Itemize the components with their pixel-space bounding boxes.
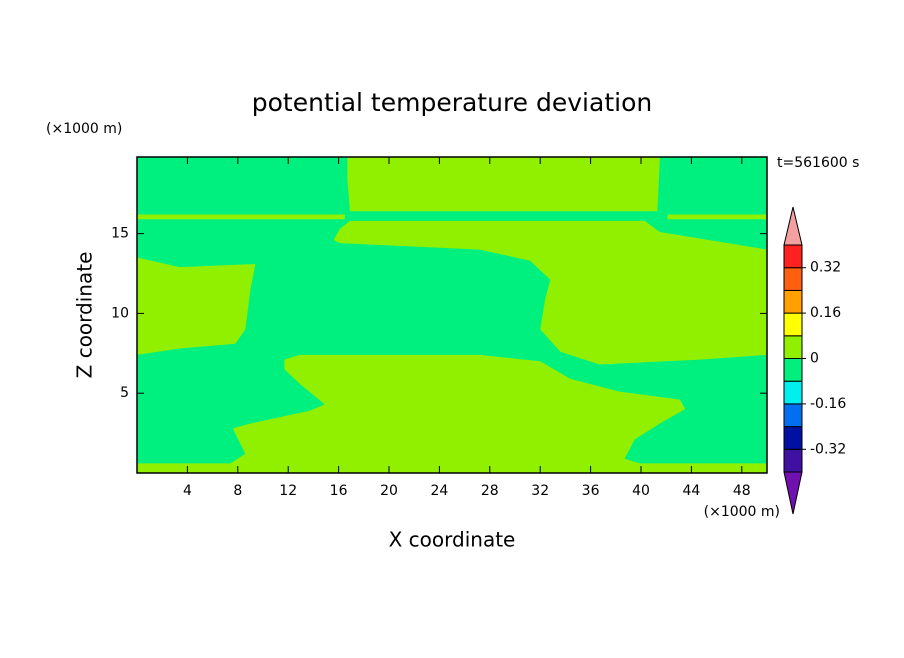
x-tick-label: 16 bbox=[330, 483, 348, 499]
colorbar-box bbox=[783, 380, 803, 405]
contour-region bbox=[137, 257, 256, 355]
colorbar-box bbox=[783, 426, 803, 450]
x-tick-label: 44 bbox=[682, 483, 700, 499]
colorbar-box bbox=[783, 358, 803, 382]
chart-title: potential temperature deviation bbox=[252, 88, 652, 117]
colorbar-tick-label: 0 bbox=[810, 351, 819, 367]
y-axis-label: Z coordinate bbox=[73, 252, 97, 379]
contour-region bbox=[667, 214, 767, 220]
colorbar-box bbox=[783, 312, 803, 337]
contour-region bbox=[347, 157, 660, 212]
contour-region bbox=[137, 354, 767, 473]
time-label: t=561600 s bbox=[777, 155, 859, 171]
colorbar-extend-low bbox=[783, 471, 803, 515]
y-tick-label: 10 bbox=[111, 305, 129, 321]
colorbar-box bbox=[783, 244, 803, 269]
x-tick-label: 4 bbox=[183, 483, 192, 499]
x-tick-label: 20 bbox=[380, 483, 398, 499]
plot-frame bbox=[136, 156, 768, 474]
contour-region bbox=[333, 220, 767, 365]
y-units: (×1000 m) bbox=[46, 121, 122, 137]
colorbar-extend-high bbox=[783, 206, 803, 246]
x-tick-label: 48 bbox=[733, 483, 751, 499]
x-tick-label: 40 bbox=[632, 483, 650, 499]
y-tick-label: 15 bbox=[111, 226, 129, 242]
x-tick-label: 36 bbox=[582, 483, 600, 499]
colorbar-box bbox=[783, 267, 803, 291]
x-tick-label: 32 bbox=[531, 483, 549, 499]
colorbar-tick-label: 0.16 bbox=[810, 305, 841, 321]
y-tick-label: 5 bbox=[120, 385, 129, 401]
colorbar-box bbox=[783, 403, 803, 428]
colorbar-box bbox=[783, 289, 803, 314]
x-tick-label: 12 bbox=[279, 483, 297, 499]
colorbar-tick-label: 0.32 bbox=[810, 260, 841, 276]
colorbar-box bbox=[783, 335, 803, 359]
colorbar-tick-label: -0.32 bbox=[810, 441, 846, 457]
x-axis-label: X coordinate bbox=[389, 528, 516, 552]
x-units: (×1000 m) bbox=[704, 504, 780, 520]
x-tick-label: 8 bbox=[233, 483, 242, 499]
x-tick-label: 28 bbox=[481, 483, 499, 499]
x-tick-label: 24 bbox=[430, 483, 448, 499]
colorbar-box bbox=[783, 448, 803, 473]
contour-region bbox=[137, 214, 345, 220]
colorbar-tick-label: -0.16 bbox=[810, 396, 846, 412]
